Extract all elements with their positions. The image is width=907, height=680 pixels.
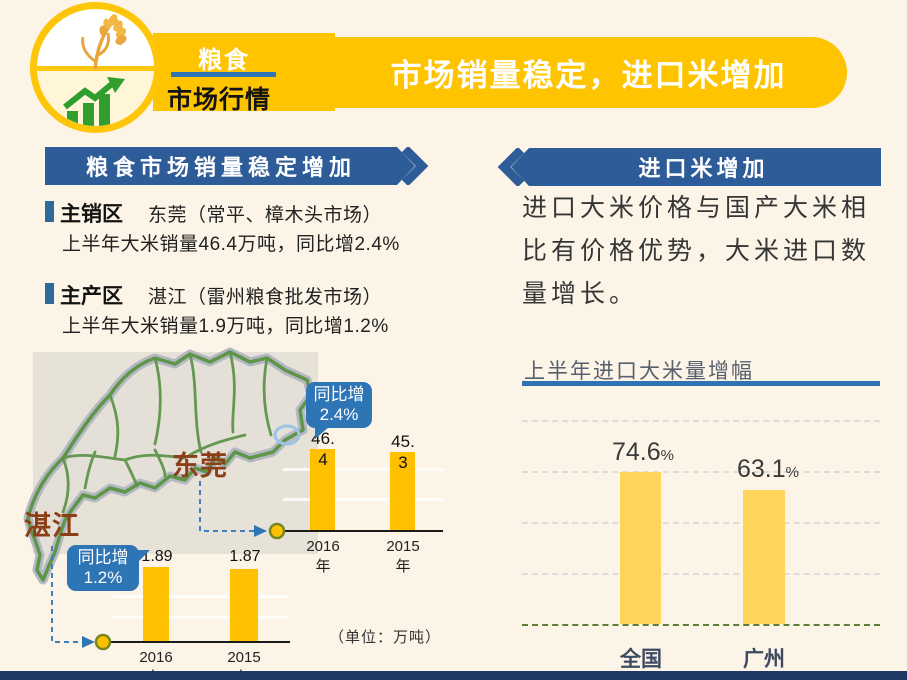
bar-value-label: 45. 3 (391, 432, 415, 472)
x-tick-label: 广州 (743, 648, 785, 671)
bullet-marker (45, 201, 54, 222)
bullet-detail: 上半年大米销量1.9万吨，同比增1.2% (62, 316, 389, 337)
x-axis (282, 530, 443, 532)
x-tick-label: 2015年 (386, 538, 420, 575)
bar-value-label: 63.1% (737, 455, 800, 483)
gridline (283, 498, 443, 501)
arrow-right-icon (82, 636, 95, 648)
guangdong-map (23, 347, 316, 585)
growth-chart-icon (63, 77, 125, 126)
gridline (113, 595, 288, 598)
callout-growth-2-4: 同比增 2.4% (306, 382, 372, 439)
map-highlight-ring (273, 424, 301, 446)
right-section-title: 进口米增加 (638, 156, 769, 181)
bar-2015-dongguan (390, 452, 415, 531)
main-title-bar: 市场销量稳定，进口米增加 (330, 37, 847, 108)
bar-2016-zhanjiang (143, 567, 169, 641)
right-section-header: 进口米增加 (496, 148, 881, 186)
map-label-zhanjiang: 湛江 (24, 511, 80, 541)
topic-banner-line1: 粮食 (198, 47, 250, 74)
bar-national (620, 472, 661, 624)
axis-origin-dot (94, 633, 112, 651)
bullet-market: 东莞（常平、樟木头市场） (148, 205, 383, 226)
left-section-header: 粮食市场销量稳定增加 (45, 147, 430, 185)
bullet-market: 湛江（雷州粮食批发市场） (148, 287, 383, 308)
chart-title-underline (522, 381, 880, 386)
gridline (522, 471, 880, 473)
bar-2015-zhanjiang (230, 569, 258, 641)
bar-guangzhou (743, 490, 785, 624)
gridline (113, 616, 288, 619)
import-rice-paragraph: 进口大米价格与国产大米相比有价格优势，大米进口数量增长。 (522, 194, 871, 308)
right-header-ribbon (497, 148, 881, 186)
chevron-left-icon (497, 148, 525, 186)
x-tick-label: 2016年 (306, 538, 340, 575)
topic-banner-line2: 市场行情 (167, 86, 272, 114)
gridline (522, 573, 880, 575)
footer-strip (0, 671, 907, 680)
map-inner-borders (61, 350, 273, 514)
rice-stalk-icon (81, 14, 127, 69)
bullet-detail: 上半年大米销量46.4万吨，同比增2.4% (62, 234, 400, 255)
chart-baseline (522, 624, 880, 626)
bullet-label: 主销区 (60, 203, 123, 226)
right-chart-title: 上半年进口大米量增幅 (524, 360, 754, 383)
gridline (522, 420, 880, 422)
main-title: 市场销量稳定，进口米增加 (390, 58, 787, 93)
x-axis (110, 641, 290, 643)
x-tick-label: 全国 (620, 648, 662, 671)
callout-growth-1-2: 同比增 1.2% (67, 545, 150, 591)
chevron-right-icon (401, 147, 429, 185)
gridline (522, 522, 880, 524)
left-section-title: 粮食市场销量稳定增加 (85, 155, 356, 180)
grain-logo-badge (30, 2, 161, 133)
unit-note: （单位：万吨） (329, 629, 442, 646)
topic-banner-divider (171, 72, 276, 77)
bullet-label: 主产区 (60, 285, 123, 308)
bullet-marker (45, 283, 54, 304)
bar-2016-dongguan (310, 449, 335, 531)
bar-value-label: 74.6% (612, 438, 675, 466)
map-label-dongguan: 东莞 (172, 451, 228, 481)
bar-value-label: 1.87 (229, 548, 261, 565)
gridline (283, 468, 443, 471)
left-header-ribbon (45, 147, 429, 185)
